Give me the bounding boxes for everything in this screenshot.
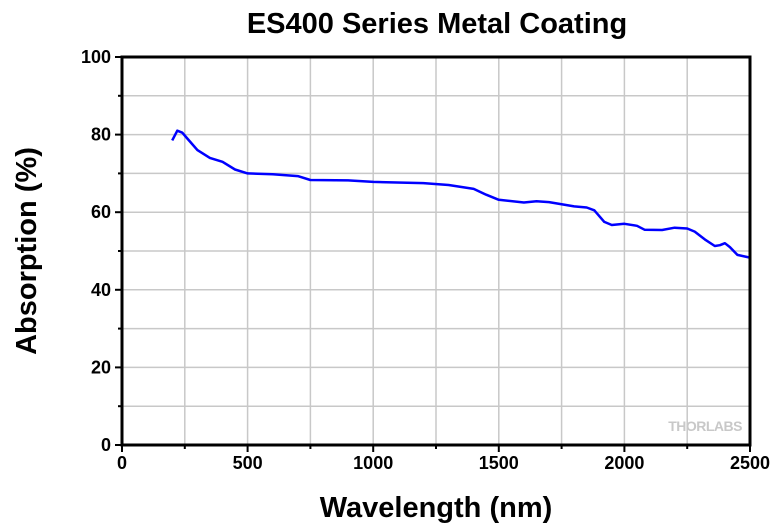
y-axis-label: Absorption (%) xyxy=(11,147,43,355)
chart-title: ES400 Series Metal Coating xyxy=(247,8,627,40)
y-tick-label: 40 xyxy=(91,280,111,300)
x-axis-label: Wavelength (nm) xyxy=(320,492,553,524)
thorlabs-watermark: THORLABS xyxy=(668,418,742,434)
y-tick-label: 100 xyxy=(81,47,111,67)
grid xyxy=(122,57,750,445)
x-tick-label: 0 xyxy=(117,453,127,473)
x-tick-label: 1000 xyxy=(353,453,393,473)
x-tick-label: 500 xyxy=(233,453,263,473)
y-tick-label: 20 xyxy=(91,357,111,377)
x-tick-label: 2500 xyxy=(730,453,770,473)
x-tick-label: 2000 xyxy=(604,453,644,473)
y-tick-label: 80 xyxy=(91,125,111,145)
y-tick-label: 60 xyxy=(91,202,111,222)
axis-ticks: 0 500 1000 1500 2000 2500 0 20 40 60 80 100 xyxy=(81,47,770,473)
absorption-series-line xyxy=(171,129,751,259)
y-tick-label: 0 xyxy=(101,435,111,455)
x-tick-label: 1500 xyxy=(479,453,519,473)
